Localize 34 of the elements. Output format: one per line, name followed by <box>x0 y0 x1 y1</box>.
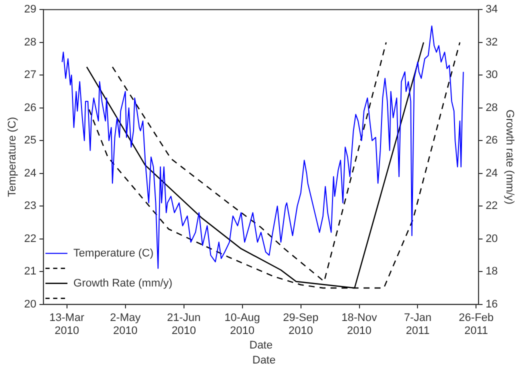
y2-tick-label: 30 <box>486 69 498 82</box>
y-tick-label: 25 <box>24 134 36 147</box>
y-tick-label: 20 <box>24 298 36 310</box>
y2-tick-label: 18 <box>486 266 498 278</box>
y-tick-label: 27 <box>24 69 36 82</box>
legend-label: Temperature (C) <box>73 247 154 260</box>
y2-tick-label: 20 <box>486 232 498 245</box>
y2-tick-label: 16 <box>486 298 498 310</box>
legend-label: Growth Rate (mm/y) <box>73 277 172 290</box>
y-tick-label: 22 <box>24 232 36 245</box>
y-tick-label: 24 <box>24 167 36 180</box>
y2-axis-title: Growth rate (mm/y) <box>503 110 516 204</box>
y2-tick-label: 24 <box>486 167 498 180</box>
x-tick-label: 26-Feb 2011 <box>458 312 494 338</box>
y2-tick-label: 32 <box>486 36 498 48</box>
y-tick-label: 26 <box>24 102 36 114</box>
x-tick-label: 18-Nov 2010 <box>342 312 378 338</box>
x-tick-label: 29-Sep 2010 <box>283 312 319 338</box>
x-tick-label: 21-Jun 2010 <box>166 312 201 338</box>
y-tick-label: 29 <box>24 4 36 16</box>
x-tick-label: 2-May 2010 <box>110 312 142 338</box>
y2-tick-label: 34 <box>486 4 498 16</box>
y-axis-title: Temperature (C) <box>6 116 19 198</box>
x-axis-title: Date <box>249 339 273 352</box>
y-tick-label: 23 <box>24 200 36 212</box>
y2-tick-label: 26 <box>486 134 498 147</box>
y-tick-label: 21 <box>24 266 36 278</box>
x-tick-label: 10-Aug 2010 <box>224 312 260 338</box>
y2-tick-label: 28 <box>486 102 498 114</box>
text: Date <box>252 354 276 367</box>
x-tick-label: 13-Mar 2010 <box>49 312 85 338</box>
x-tick-label: 7-Jan 2011 <box>404 312 432 338</box>
y2-tick-label: 22 <box>486 200 498 212</box>
y-tick-label: 28 <box>24 36 36 48</box>
